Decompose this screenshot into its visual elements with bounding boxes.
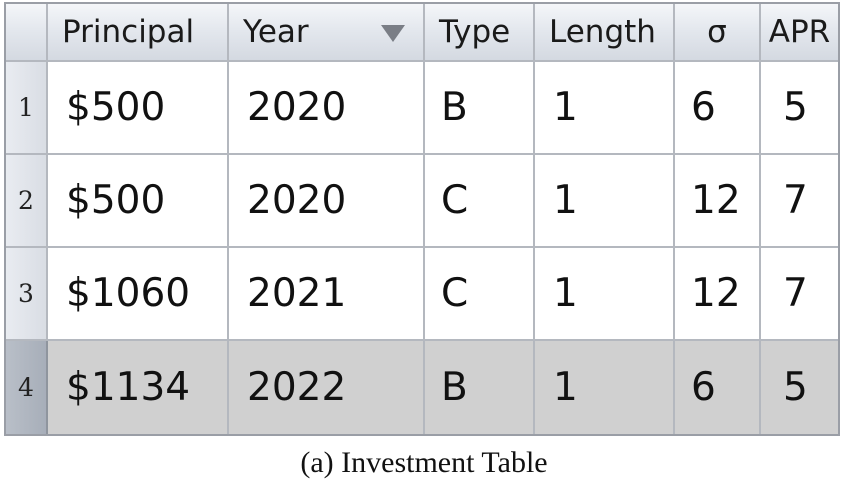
column-header-label: Length: [549, 14, 656, 50]
column-header-length[interactable]: Length: [535, 4, 675, 62]
cell-apr[interactable]: 7: [761, 155, 838, 248]
cell-length[interactable]: 1: [535, 341, 675, 434]
cell-type[interactable]: B: [425, 62, 535, 155]
corner-header[interactable]: [6, 4, 48, 62]
cell-principal[interactable]: $1134: [48, 341, 229, 434]
cell-sigma[interactable]: 12: [675, 155, 761, 248]
cell-year[interactable]: 2022: [229, 341, 425, 434]
column-header-label: Type: [439, 14, 511, 50]
cell-length[interactable]: 1: [535, 248, 675, 341]
column-header-label: APR: [768, 14, 831, 50]
cell-length[interactable]: 1: [535, 155, 675, 248]
cell-apr[interactable]: 7: [761, 248, 838, 341]
cell-sigma[interactable]: 6: [675, 341, 761, 434]
cell-principal[interactable]: $500: [48, 155, 229, 248]
cell-sigma[interactable]: 6: [675, 62, 761, 155]
row-header[interactable]: 3: [6, 248, 48, 341]
cell-principal[interactable]: $1060: [48, 248, 229, 341]
cell-year[interactable]: 2020: [229, 155, 425, 248]
column-header-year[interactable]: Year: [229, 4, 425, 62]
cell-type[interactable]: C: [425, 155, 535, 248]
column-header-sigma[interactable]: σ: [675, 4, 761, 62]
cell-apr[interactable]: 5: [761, 341, 838, 434]
cell-apr[interactable]: 5: [761, 62, 838, 155]
cell-type[interactable]: C: [425, 248, 535, 341]
column-header-label: Year: [243, 14, 309, 50]
cell-type[interactable]: B: [425, 341, 535, 434]
column-header-label: Principal: [62, 14, 195, 50]
column-header-principal[interactable]: Principal: [48, 4, 229, 62]
sort-descending-icon: [381, 24, 405, 42]
cell-sigma[interactable]: 12: [675, 248, 761, 341]
column-header-label: σ: [707, 14, 727, 50]
cell-year[interactable]: 2021: [229, 248, 425, 341]
row-header[interactable]: 2: [6, 155, 48, 248]
cell-length[interactable]: 1: [535, 62, 675, 155]
column-header-apr[interactable]: APR: [761, 4, 838, 62]
row-header[interactable]: 1: [6, 62, 48, 155]
column-header-type[interactable]: Type: [425, 4, 535, 62]
cell-principal[interactable]: $500: [48, 62, 229, 155]
row-header-selected[interactable]: 4: [6, 341, 48, 434]
cell-year[interactable]: 2020: [229, 62, 425, 155]
figure-caption: (a) Investment Table: [300, 446, 548, 479]
investment-table: Principal Year Type Length σ APR 1 $500 …: [4, 2, 840, 436]
